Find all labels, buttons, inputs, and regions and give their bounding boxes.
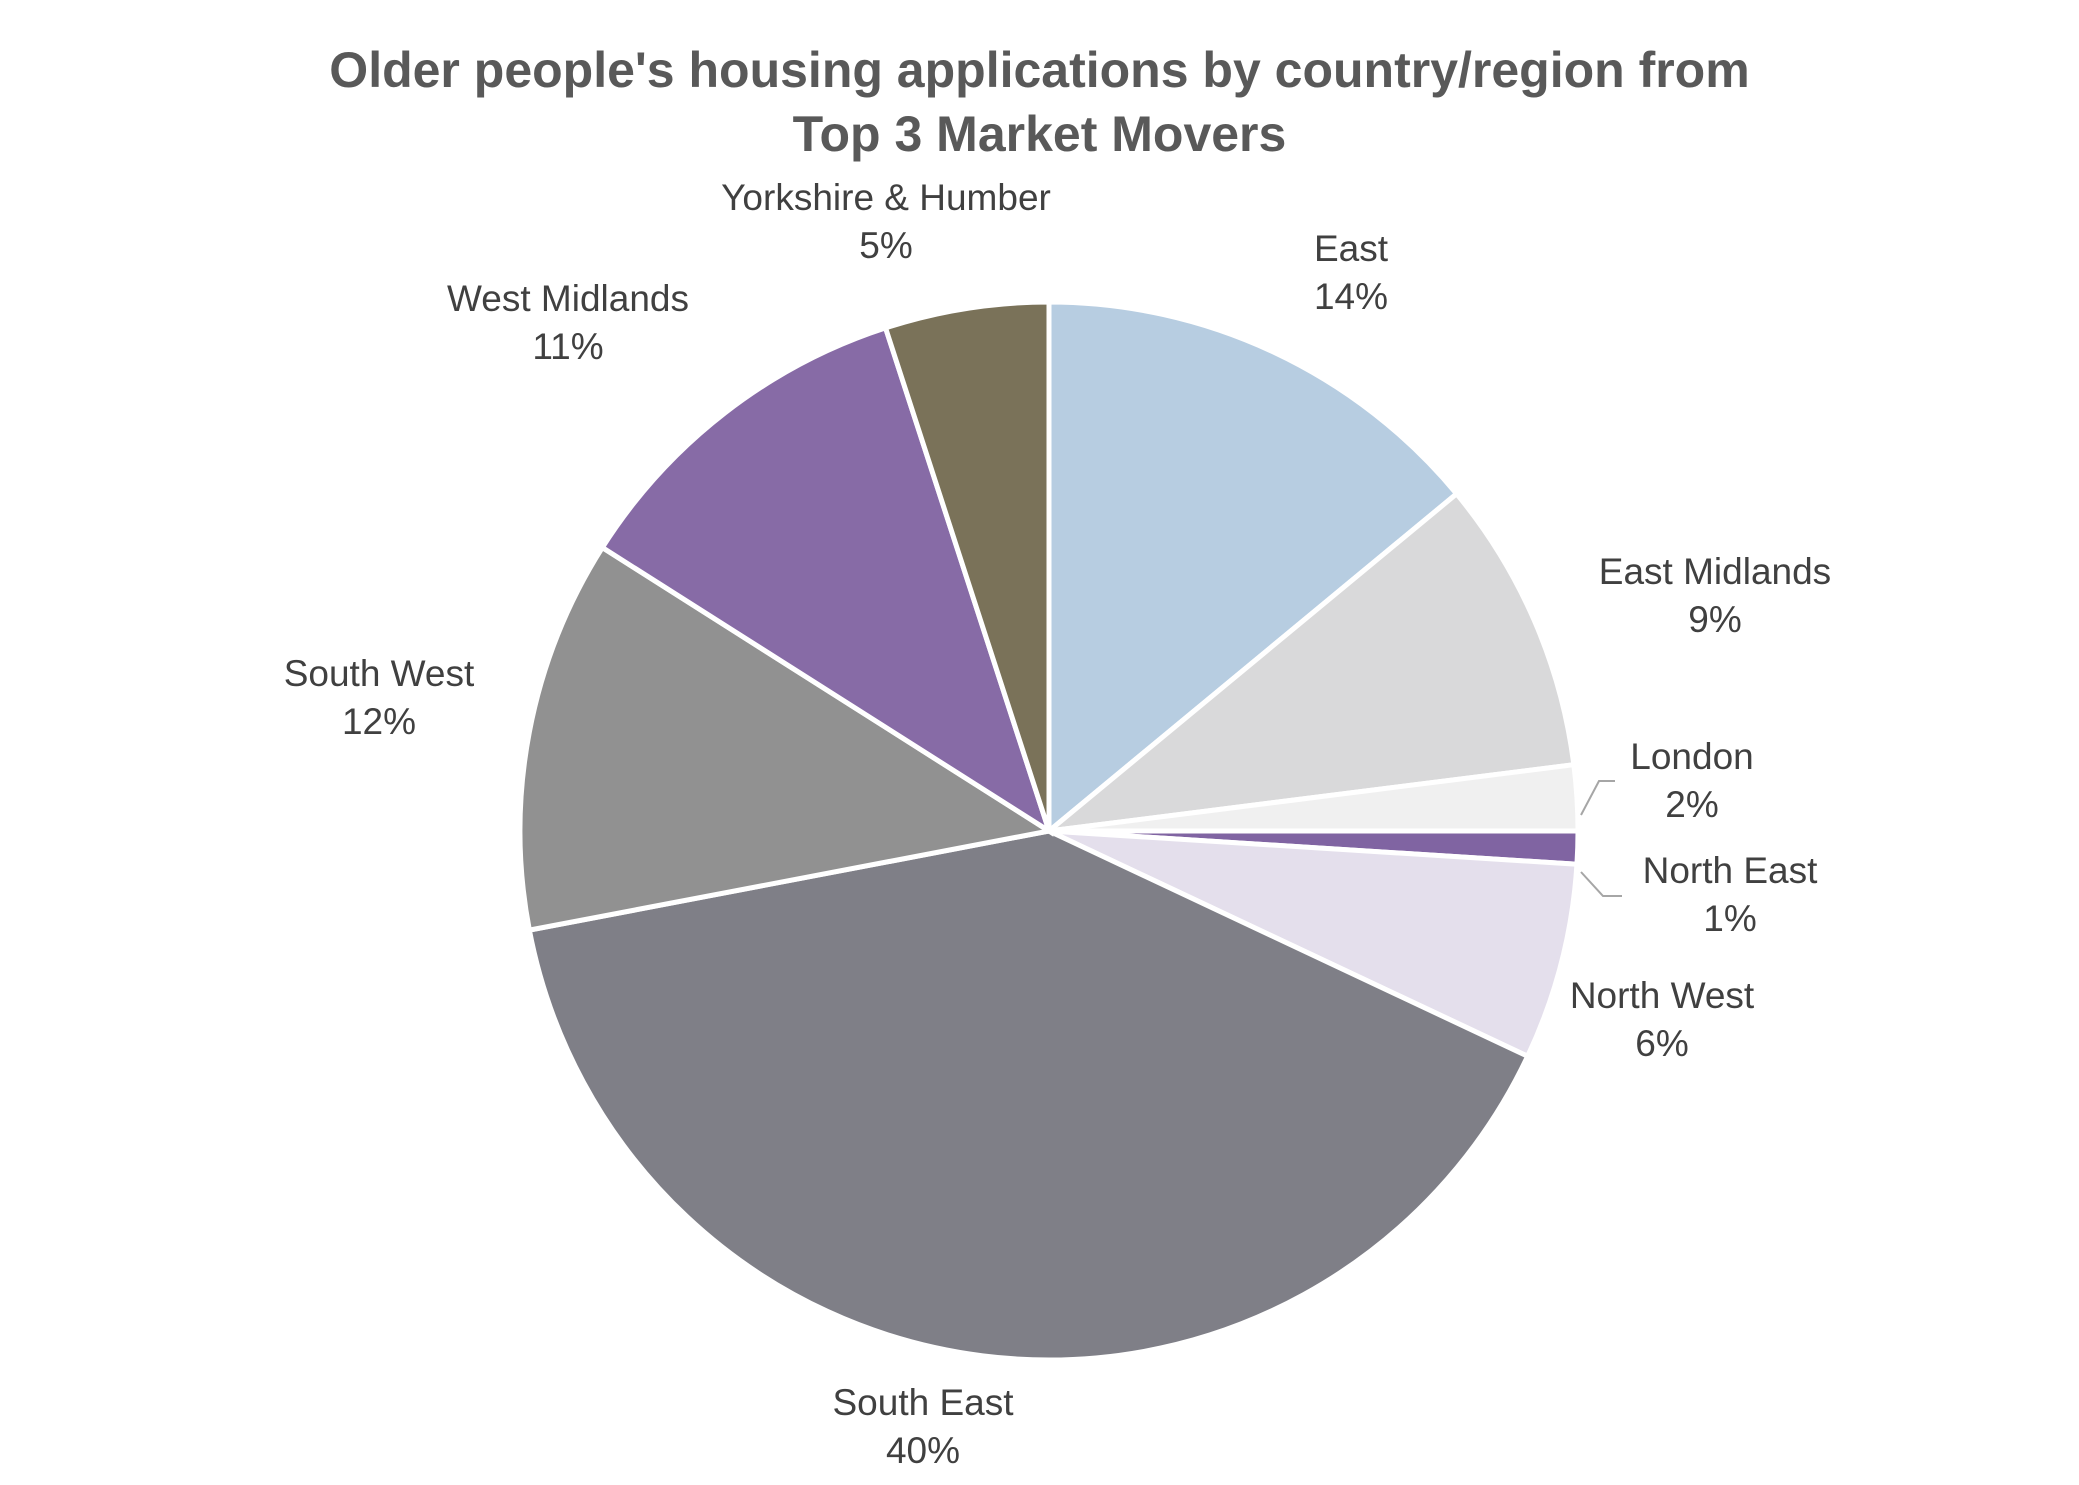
slice-label: East Midlands [1599, 551, 1831, 592]
slice-value-label: 1% [1703, 898, 1756, 939]
leader-line [1580, 871, 1622, 897]
slice-label: South East [832, 1382, 1014, 1423]
pie-slice [1047, 828, 1580, 1060]
pie-slice [1046, 299, 1461, 837]
slice-label: North West [1570, 975, 1755, 1016]
slice-value-label: 12% [342, 701, 416, 742]
title-box: Older people's housing applications by c… [0, 38, 2079, 166]
pie-slice [882, 299, 1052, 832]
slice-label: North East [1643, 850, 1819, 891]
slice-value-label: 40% [886, 1430, 960, 1471]
slice-label: West Midlands [447, 278, 689, 319]
slice-label: London [1630, 736, 1753, 777]
chart-title: Older people's housing applications by c… [329, 42, 1750, 162]
leader-line [1580, 780, 1615, 816]
slice-value-label: 14% [1314, 276, 1388, 317]
pie-slice [598, 324, 1054, 837]
slice-label: South West [284, 653, 475, 694]
slice-label: East [1314, 228, 1389, 269]
slice-label: Yorkshire & Humber [721, 177, 1051, 218]
slice-value-label: 5% [859, 225, 912, 266]
slice-value-label: 6% [1635, 1023, 1688, 1064]
pie-slice [517, 544, 1056, 934]
pie-slice [1040, 490, 1577, 835]
slice-value-label: 11% [532, 326, 603, 367]
pie-slice [526, 828, 1531, 1363]
slice-value-label: 2% [1665, 784, 1718, 825]
slice-value-label: 9% [1688, 599, 1741, 640]
